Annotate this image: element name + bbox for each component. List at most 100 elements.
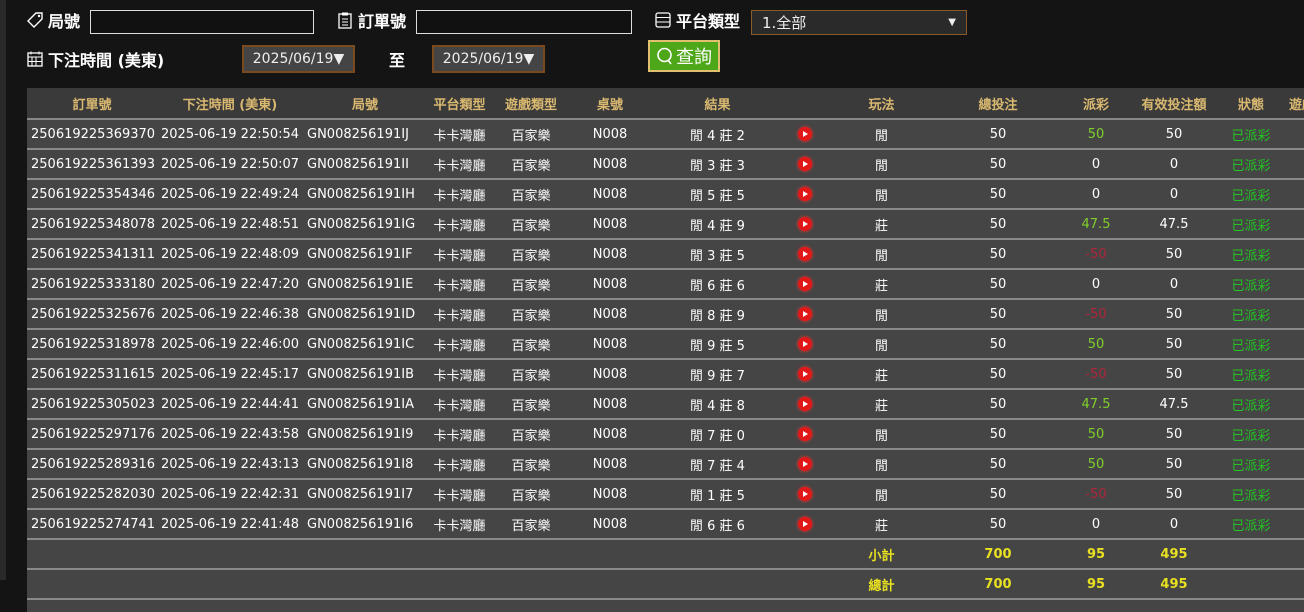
play-icon[interactable]: [798, 517, 812, 531]
grandtotal-label: 總計: [825, 569, 938, 600]
cell-round-id: GN008256191ID: [303, 299, 427, 330]
cell-bet-time: 2025-06-19 22:50:54: [157, 119, 303, 150]
cell-status: 已派彩: [1214, 179, 1288, 210]
column-header: 平台類型: [427, 88, 492, 120]
cell-empty: [1288, 179, 1304, 210]
cell-payout: -50: [1058, 239, 1134, 270]
column-header: 派彩: [1058, 88, 1134, 120]
play-icon[interactable]: [798, 427, 812, 441]
cell-status: 已派彩: [1214, 509, 1288, 540]
time-label: 下注時間 (美東): [26, 47, 164, 71]
cell-total-bet: 50: [938, 479, 1058, 510]
table-row: 250619225369370 2025-06-19 22:50:54 GN0082…: [27, 119, 1304, 150]
date-from-picker[interactable]: 2025/06/19▼: [242, 45, 355, 73]
cell-bet-type: 閒: [825, 449, 938, 480]
play-icon[interactable]: [798, 367, 812, 381]
date-to-picker[interactable]: 2025/06/19▼: [432, 45, 545, 73]
cell-empty: [1288, 269, 1304, 300]
cell-empty: [157, 539, 303, 570]
left-edge: [0, 0, 6, 580]
cell-total-bet: 50: [938, 209, 1058, 240]
cell-empty: [1214, 539, 1288, 570]
cell-game-type: 百家樂: [492, 119, 570, 150]
cell-payout: 0: [1058, 509, 1134, 540]
column-header: 有效投注額: [1134, 88, 1214, 120]
table-header: 訂單號 下注時間 (美東) 局號 平台類型 遊戲類型 桌號 結果 玩法 總投注 派彩 有效投注額 狀態…: [27, 88, 1304, 120]
cell-empty: [650, 569, 785, 600]
cell-table-no: N008: [570, 479, 650, 510]
cell-platform: 卡卡灣廳: [427, 329, 492, 360]
cell-status: 已派彩: [1214, 299, 1288, 330]
cell-game-type: 百家樂: [492, 329, 570, 360]
cell-result: 閒 7 莊 0: [650, 419, 785, 450]
cell-table-no: N008: [570, 419, 650, 450]
cell-round-id: GN008256191I9: [303, 419, 427, 450]
cell-order-id: 250619225354346: [27, 179, 157, 210]
cell-round-id: GN008256191IH: [303, 179, 427, 210]
cell-status: 已派彩: [1214, 209, 1288, 240]
cell-empty: [650, 539, 785, 570]
cell-valid-bet: 50: [1134, 419, 1214, 450]
grandtotal-total-bet: 700: [938, 569, 1058, 600]
play-icon[interactable]: [798, 277, 812, 291]
cell-round-id: GN008256191IE: [303, 269, 427, 300]
cell-empty: [492, 569, 570, 600]
cell-round-id: GN008256191I8: [303, 449, 427, 480]
play-icon[interactable]: [798, 457, 812, 471]
cell-result: 閒 9 莊 5: [650, 329, 785, 360]
cell-empty: [1214, 569, 1288, 600]
table-footer-spacer: [27, 599, 1304, 612]
cell-game-type: 百家樂: [492, 269, 570, 300]
cell-game-type: 百家樂: [492, 449, 570, 480]
cell-empty: [1288, 359, 1304, 390]
order-input[interactable]: [416, 10, 632, 34]
play-icon[interactable]: [798, 247, 812, 261]
play-icon[interactable]: [798, 127, 812, 141]
cell-bet-time: 2025-06-19 22:44:41: [157, 389, 303, 420]
cell-round-id: GN008256191IA: [303, 389, 427, 420]
grandtotal-payout: 95: [1058, 569, 1134, 600]
cell-bet-type: 莊: [825, 269, 938, 300]
cell-platform: 卡卡灣廳: [427, 119, 492, 150]
cell-table-no: N008: [570, 239, 650, 270]
round-input[interactable]: [90, 10, 314, 34]
column-header: 總投注: [938, 88, 1058, 120]
cell-platform: 卡卡灣廳: [427, 239, 492, 270]
cell-empty: [492, 539, 570, 570]
cell-valid-bet: 0: [1134, 509, 1214, 540]
replay-cell: [785, 149, 825, 180]
platform-select[interactable]: 1.全部 ▼: [751, 10, 967, 35]
cell-empty: [1288, 479, 1304, 510]
cell-bet-time: 2025-06-19 22:48:51: [157, 209, 303, 240]
play-icon[interactable]: [798, 397, 812, 411]
cell-empty: [27, 569, 157, 600]
column-header: 遊戲: [1288, 88, 1304, 120]
cell-valid-bet: 50: [1134, 449, 1214, 480]
cell-total-bet: 50: [938, 149, 1058, 180]
cell-status: 已派彩: [1214, 119, 1288, 150]
cell-round-id: GN008256191II: [303, 149, 427, 180]
cell-result: 閒 4 莊 9: [650, 209, 785, 240]
play-icon[interactable]: [798, 217, 812, 231]
cell-bet-time: 2025-06-19 22:50:07: [157, 149, 303, 180]
play-icon[interactable]: [798, 337, 812, 351]
table-row: 250619225361393 2025-06-19 22:50:07 GN0082…: [27, 149, 1304, 180]
cell-round-id: GN008256191IJ: [303, 119, 427, 150]
cell-empty: [427, 569, 492, 600]
cell-empty: [1288, 149, 1304, 180]
cell-empty: [27, 539, 157, 570]
play-icon[interactable]: [798, 487, 812, 501]
play-icon[interactable]: [798, 307, 812, 321]
cell-round-id: GN008256191IF: [303, 239, 427, 270]
cell-total-bet: 50: [938, 509, 1058, 540]
cell-total-bet: 50: [938, 449, 1058, 480]
cell-game-type: 百家樂: [492, 299, 570, 330]
cell-empty: [785, 539, 825, 570]
play-icon[interactable]: [798, 157, 812, 171]
play-icon[interactable]: [798, 187, 812, 201]
cell-total-bet: 50: [938, 119, 1058, 150]
grandtotal-row: 總計 700 95 495: [27, 569, 1304, 600]
cell-order-id: 250619225341311: [27, 239, 157, 270]
query-button[interactable]: 查詢: [648, 40, 720, 72]
cell-total-bet: 50: [938, 299, 1058, 330]
